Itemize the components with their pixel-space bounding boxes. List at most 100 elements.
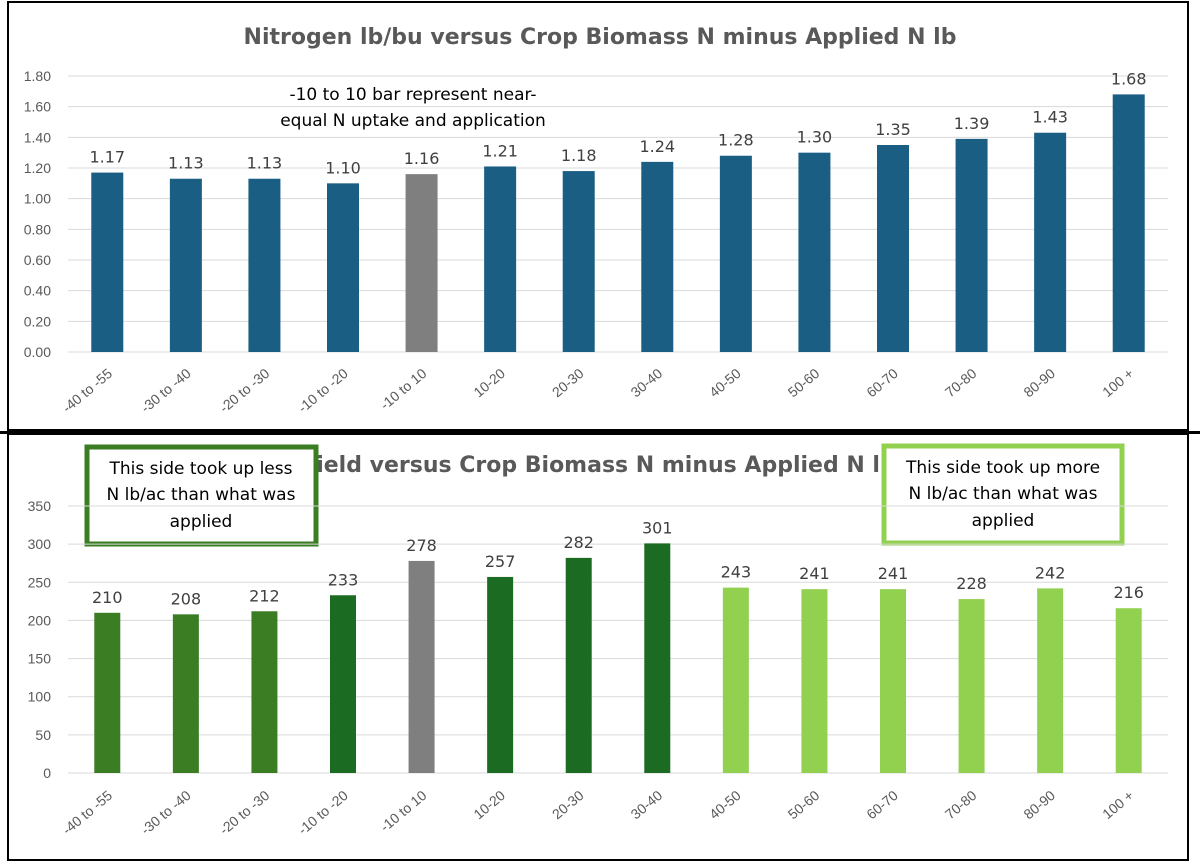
y-tick-label: 350 [28, 498, 52, 514]
bar [484, 166, 517, 352]
y-tick-label: 0.20 [24, 313, 51, 329]
nitrogen-plot: 0.00 0.20 0.40 0.60 0.80 1.00 1.20 1.40 1.60 1.80… [24, 68, 1168, 416]
data-label: 1.18 [561, 146, 597, 165]
right-annotation-line-1: This side took up more [905, 458, 1100, 478]
bar [169, 178, 202, 352]
x-tick-label: 80-90 [1020, 365, 1058, 400]
x-tick-label: -10 to 10 [377, 365, 430, 413]
bar [722, 587, 749, 773]
data-label: 241 [799, 564, 830, 583]
bar [1115, 608, 1142, 773]
y-tick-label: 1.00 [24, 191, 51, 207]
y-tick-label: 0.60 [24, 252, 51, 268]
y-tick-label: 250 [28, 574, 52, 590]
x-tick-label: -40 to -55 [59, 787, 115, 838]
left-annotation-box: This side took up less N lb/ac than what… [84, 444, 319, 547]
bar [1112, 94, 1145, 353]
bar [408, 560, 435, 773]
x-tick-label: -10 to -20 [295, 787, 351, 838]
left-annotation-border [84, 444, 319, 547]
x-tick-label: -20 to -30 [216, 787, 272, 838]
x-tick-label: -10 to 10 [377, 787, 430, 835]
data-label: 1.24 [639, 137, 675, 156]
top-chart-frame [7, 1, 1189, 431]
y-tick-label: 0 [43, 765, 51, 781]
x-tick-label: -20 to -30 [216, 365, 272, 416]
right-annotation-box: This side took up more N lb/ac than what… [881, 443, 1125, 546]
y-tick-label: 1.20 [24, 160, 51, 176]
bar [955, 138, 988, 352]
x-tick-label: 30-40 [627, 787, 665, 822]
y-tick-label: 0.80 [24, 221, 51, 237]
data-label: 241 [878, 564, 909, 583]
data-label: 243 [721, 563, 752, 582]
x-tick-label: 80-90 [1020, 787, 1058, 822]
x-tick-label: 100 + [1099, 787, 1136, 822]
bar [248, 178, 281, 352]
bar [801, 589, 828, 773]
bar [1037, 588, 1064, 773]
x-tick-label: 100 + [1099, 365, 1136, 400]
y-tick-label: 1.60 [24, 99, 51, 115]
data-label: 1.35 [875, 120, 911, 139]
data-label: 1.68 [1111, 69, 1147, 88]
x-tick-label: 50-60 [785, 365, 823, 400]
bar [172, 614, 199, 773]
bar [877, 145, 909, 352]
data-label: 278 [406, 536, 437, 555]
x-tick-label: 70-80 [942, 787, 980, 822]
data-label: 1.21 [482, 141, 518, 160]
x-tick-label: -40 to -55 [59, 365, 115, 416]
right-annotation-border [881, 443, 1125, 546]
y-tick-label: 1.80 [24, 68, 51, 84]
y-tick-label: 0.40 [24, 283, 51, 299]
x-tick-label: 30-40 [627, 365, 665, 400]
data-label: 257 [485, 552, 516, 571]
x-tick-label: 40-50 [706, 787, 744, 822]
data-label: 1.13 [168, 154, 204, 173]
left-annotation-line-2: N lb/ac than what was [107, 485, 296, 505]
x-tick-label: 50-60 [785, 787, 823, 822]
bar [487, 576, 514, 773]
data-label: 1.16 [404, 149, 440, 168]
x-tick-label: 10-20 [470, 787, 508, 822]
x-tick-label: -30 to -40 [138, 365, 194, 416]
x-tick-label: 70-80 [942, 365, 980, 400]
y-tick-label: 50 [35, 727, 51, 743]
bar [91, 172, 124, 352]
data-label: 208 [171, 589, 202, 608]
bar [330, 595, 356, 773]
data-label: 242 [1035, 563, 1066, 582]
bar [94, 612, 121, 773]
y-tick-label: 100 [28, 689, 52, 705]
data-label: 282 [563, 533, 594, 552]
data-label: 1.43 [1032, 108, 1068, 127]
data-label: 1.17 [89, 148, 125, 167]
bar [880, 589, 906, 773]
data-label: 216 [1113, 583, 1144, 602]
data-label: 233 [328, 570, 359, 589]
left-annotation-line-1: This side took up less [109, 459, 293, 479]
data-label: 301 [642, 518, 673, 537]
chart-divider [0, 431, 1200, 434]
x-tick-label: -10 to -20 [295, 365, 351, 416]
top-annotation-line-2: equal N uptake and application [280, 111, 546, 131]
y-tick-label: 300 [28, 536, 52, 552]
bar [327, 183, 359, 352]
data-label: 212 [249, 586, 280, 605]
x-tick-label: 40-50 [706, 365, 744, 400]
data-label: 1.28 [718, 131, 754, 150]
y-tick-label: 1.40 [24, 129, 51, 145]
x-tick-label: 10-20 [470, 365, 508, 400]
bar [251, 611, 278, 773]
yield-plot: 0 50 100 150 200 250 300 350 210 -40 to -55 208 -30… [28, 498, 1168, 838]
x-tick-label: 20-30 [549, 365, 587, 400]
x-tick-label: 60-70 [863, 787, 901, 822]
bar [719, 155, 752, 352]
data-label: 1.10 [325, 158, 361, 177]
data-label: 228 [956, 574, 987, 593]
bar [798, 152, 831, 352]
right-annotation-line-2: N lb/ac than what was [909, 484, 1098, 504]
top-chart-title: Nitrogen lb/bu versus Crop Biomass N min… [244, 25, 957, 50]
